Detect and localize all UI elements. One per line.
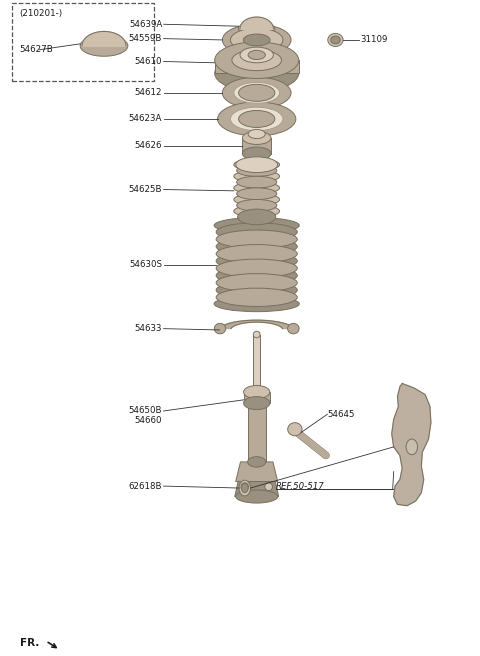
Ellipse shape bbox=[234, 159, 280, 171]
Text: 54645: 54645 bbox=[327, 410, 355, 419]
Text: 54559B: 54559B bbox=[129, 34, 162, 43]
Ellipse shape bbox=[234, 182, 280, 194]
Ellipse shape bbox=[248, 129, 265, 138]
Ellipse shape bbox=[239, 85, 275, 101]
Ellipse shape bbox=[238, 209, 276, 225]
Text: 62618B: 62618B bbox=[129, 482, 162, 491]
Polygon shape bbox=[82, 31, 126, 46]
Polygon shape bbox=[253, 335, 260, 394]
Text: REF.50-517: REF.50-517 bbox=[276, 482, 324, 491]
Ellipse shape bbox=[216, 274, 297, 292]
Polygon shape bbox=[235, 482, 279, 497]
Ellipse shape bbox=[236, 490, 278, 503]
Text: (210201-): (210201-) bbox=[19, 9, 62, 18]
Ellipse shape bbox=[239, 110, 275, 127]
Ellipse shape bbox=[216, 281, 297, 299]
Ellipse shape bbox=[328, 33, 343, 47]
Ellipse shape bbox=[216, 245, 297, 263]
Ellipse shape bbox=[239, 480, 251, 496]
Ellipse shape bbox=[253, 331, 260, 338]
Text: 54660: 54660 bbox=[135, 417, 162, 425]
Ellipse shape bbox=[222, 77, 291, 108]
Ellipse shape bbox=[248, 51, 265, 60]
Ellipse shape bbox=[242, 147, 271, 160]
Text: 54627B: 54627B bbox=[19, 45, 53, 54]
Ellipse shape bbox=[240, 47, 274, 63]
Ellipse shape bbox=[222, 24, 291, 56]
Polygon shape bbox=[392, 384, 431, 506]
Ellipse shape bbox=[237, 199, 277, 211]
Ellipse shape bbox=[234, 194, 280, 205]
Ellipse shape bbox=[236, 157, 278, 173]
Ellipse shape bbox=[248, 457, 266, 467]
Ellipse shape bbox=[239, 21, 275, 37]
Ellipse shape bbox=[237, 176, 277, 188]
Polygon shape bbox=[215, 60, 299, 73]
Text: 54612: 54612 bbox=[135, 89, 162, 97]
Text: 54625B: 54625B bbox=[129, 185, 162, 194]
Text: 31109: 31109 bbox=[361, 35, 388, 45]
Ellipse shape bbox=[265, 483, 273, 491]
Text: 54650B: 54650B bbox=[129, 407, 162, 415]
Polygon shape bbox=[242, 138, 271, 154]
Ellipse shape bbox=[214, 323, 226, 334]
Ellipse shape bbox=[234, 83, 280, 103]
Ellipse shape bbox=[288, 422, 302, 436]
Ellipse shape bbox=[230, 28, 283, 52]
Ellipse shape bbox=[242, 131, 271, 144]
Ellipse shape bbox=[243, 397, 270, 409]
Polygon shape bbox=[220, 320, 293, 329]
Text: 54626: 54626 bbox=[135, 141, 162, 150]
Polygon shape bbox=[248, 403, 266, 462]
Text: 54610: 54610 bbox=[135, 57, 162, 66]
Ellipse shape bbox=[216, 230, 297, 249]
Ellipse shape bbox=[243, 34, 270, 46]
Ellipse shape bbox=[216, 259, 297, 277]
Ellipse shape bbox=[80, 35, 128, 56]
Polygon shape bbox=[240, 17, 274, 29]
Ellipse shape bbox=[215, 55, 299, 92]
Ellipse shape bbox=[331, 36, 340, 44]
Polygon shape bbox=[243, 392, 270, 403]
Ellipse shape bbox=[237, 165, 277, 176]
Ellipse shape bbox=[230, 107, 283, 131]
Ellipse shape bbox=[216, 266, 297, 285]
Ellipse shape bbox=[216, 252, 297, 270]
Ellipse shape bbox=[241, 483, 249, 491]
Ellipse shape bbox=[406, 439, 418, 455]
Text: 54639A: 54639A bbox=[129, 20, 162, 29]
Ellipse shape bbox=[237, 188, 277, 199]
Text: 54630S: 54630S bbox=[129, 260, 162, 269]
Ellipse shape bbox=[214, 218, 300, 234]
Ellipse shape bbox=[216, 223, 297, 241]
Ellipse shape bbox=[215, 42, 299, 79]
Polygon shape bbox=[236, 462, 278, 482]
Ellipse shape bbox=[216, 288, 297, 306]
Ellipse shape bbox=[216, 237, 297, 256]
Text: FR.: FR. bbox=[20, 638, 39, 648]
Ellipse shape bbox=[243, 386, 270, 399]
Ellipse shape bbox=[214, 296, 300, 312]
Text: 54633: 54633 bbox=[135, 324, 162, 333]
Ellipse shape bbox=[234, 205, 280, 217]
Ellipse shape bbox=[234, 171, 280, 182]
Text: 54623A: 54623A bbox=[129, 114, 162, 123]
Ellipse shape bbox=[241, 483, 248, 493]
Ellipse shape bbox=[232, 50, 281, 71]
Ellipse shape bbox=[288, 323, 299, 334]
Ellipse shape bbox=[217, 102, 296, 136]
